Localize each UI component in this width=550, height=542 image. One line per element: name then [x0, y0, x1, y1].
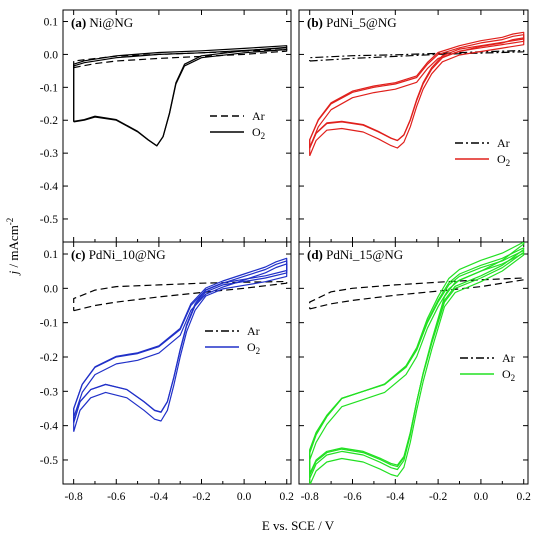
legend-label-main: Ar — [247, 324, 260, 338]
panel-letter: (a) — [71, 15, 86, 30]
x-tick-label: -0.8 — [301, 491, 319, 503]
series-line-o2 — [73, 257, 288, 423]
series-line-ar — [309, 49, 525, 62]
panel-d: -0.8 -0.6 -0.4 -0.2 0.0 0.2 (d) PdNi_15@NG Ar O2 — [298, 241, 532, 503]
y-tick-label: -0.1 — [40, 318, 58, 330]
y-tick-label: 0.0 — [44, 283, 59, 295]
legend-label: Ar — [497, 136, 510, 150]
panel-label: (a) Ni@NG — [71, 15, 133, 30]
y-tick-label: -0.5 — [40, 214, 58, 226]
legend-label-main: Ar — [502, 351, 515, 365]
y-tick-label: -0.4 — [40, 181, 58, 193]
panel-label: (c) PdNi_10@NG — [71, 247, 166, 262]
legend-label: Ar — [502, 351, 515, 365]
curves-group — [309, 31, 525, 157]
y-axis-title-exponent: -2 — [5, 218, 15, 226]
panel-label: (d) PdNi_15@NG — [307, 247, 403, 262]
y-tick-label: 0.1 — [44, 17, 59, 29]
panel-c: -0.8 -0.6 -0.4 -0.2 0.0 0.2 0.1 0.0 -0.1 -0.2 -0.3… — [40, 241, 295, 503]
series-line-o2 — [73, 263, 288, 432]
series-line-o2 — [309, 37, 525, 157]
legend-label-main: Ar — [252, 109, 265, 123]
series-line-ar — [309, 277, 525, 310]
x-axis-title: E vs. SCE / V — [262, 518, 335, 533]
panel-label: (b) PdNi_5@NG — [307, 15, 397, 30]
y-tick-label: -0.2 — [40, 115, 58, 127]
panel-b: (b) PdNi_5@NG Ar O2 — [298, 9, 529, 243]
legend-label: O2 — [252, 125, 265, 141]
x-tick-label: -0.2 — [192, 491, 210, 503]
y-tick-label: -0.2 — [40, 352, 58, 364]
legend-label-subscript: 2 — [506, 158, 511, 168]
x-tick-label: -0.4 — [150, 491, 168, 503]
curves-group — [309, 242, 525, 484]
y-tick-label: 0.1 — [44, 249, 59, 261]
x-tick-label: -0.6 — [107, 491, 125, 503]
y-axis-title: j / mAcm-2 — [5, 218, 21, 277]
x-tick-label: -0.6 — [343, 491, 361, 503]
curves-group — [73, 45, 288, 147]
x-tick-label: -0.2 — [429, 491, 447, 503]
y-tick-label: -0.3 — [40, 148, 58, 160]
panel-frame — [298, 241, 529, 485]
legend-label: Ar — [247, 324, 260, 338]
legend-label-main: O — [497, 152, 506, 166]
panel-letter: (d) — [307, 247, 323, 262]
x-tick-label: -0.4 — [386, 491, 404, 503]
y-tick-label: -0.3 — [40, 386, 58, 398]
legend-label-subscript: 2 — [256, 346, 261, 356]
legend-label-main: O — [252, 125, 261, 139]
series-line-o2 — [309, 247, 525, 476]
series-line-o2 — [73, 45, 288, 147]
y-tick-label: -0.4 — [40, 421, 58, 433]
panel-name: PdNi_5@NG — [323, 15, 397, 30]
legend-label: O2 — [502, 367, 515, 383]
legend-label: Ar — [252, 109, 265, 123]
panel-letter: (b) — [307, 15, 323, 30]
x-tick-label: 0.2 — [517, 491, 532, 503]
y-tick-label: -0.5 — [40, 455, 58, 467]
x-tick-label: 0.0 — [474, 491, 489, 503]
series-line-o2 — [309, 252, 525, 484]
x-tick-label: -0.8 — [65, 491, 83, 503]
legend-label-subscript: 2 — [261, 131, 266, 141]
panel-a: 0.1 0.0 -0.1 -0.2 -0.3 -0.4 -0.5 (a) Ni@NG Ar O2 — [40, 9, 292, 243]
panel-letter: (c) — [71, 247, 85, 262]
panel-name: PdNi_10@NG — [85, 247, 165, 262]
panels-group: 0.10.0-0.1-0.2-0.3-0.4-0.5(a) Ni@NGArO2(… — [40, 9, 532, 503]
curves-group — [73, 257, 288, 432]
legend-label-main: O — [502, 367, 511, 381]
legend-label: O2 — [247, 340, 260, 356]
y-tick-label: 0.0 — [44, 49, 59, 61]
y-tick-label: -0.1 — [40, 82, 58, 94]
legend-label-main: O — [247, 340, 256, 354]
x-tick-label: 0.0 — [237, 491, 252, 503]
legend-label-main: Ar — [497, 136, 510, 150]
y-axis-title-symbol: j — [6, 270, 21, 276]
series-line-o2 — [309, 242, 525, 479]
series-line-ar — [73, 280, 288, 312]
panel-name: PdNi_15@NG — [323, 247, 403, 262]
legend-label-subscript: 2 — [511, 373, 516, 383]
panel-name: Ni@NG — [86, 15, 133, 30]
y-axis-title-units: / mAcm — [6, 225, 21, 271]
legend-label: O2 — [497, 152, 510, 168]
x-tick-label: 0.2 — [280, 491, 295, 503]
panel-frame — [62, 241, 292, 485]
